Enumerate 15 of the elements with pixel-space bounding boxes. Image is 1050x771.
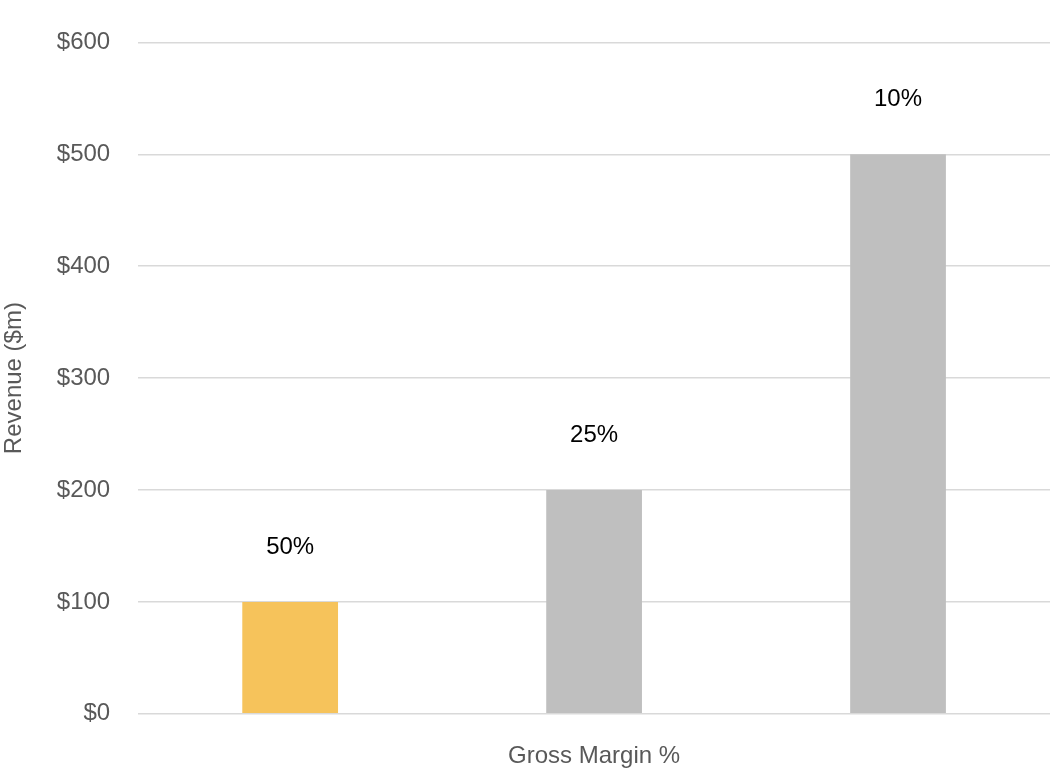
y-tick-label: $300 <box>56 362 111 390</box>
annotation: 25% <box>570 419 619 447</box>
y-tick-label: $600 <box>56 27 111 55</box>
bar <box>546 490 642 714</box>
y-tick-label: $400 <box>56 250 111 278</box>
y-tick-label: $200 <box>56 474 111 502</box>
x-axis-title: Gross Margin % <box>508 741 681 769</box>
bar <box>850 154 946 714</box>
y-tick-label: $0 <box>83 698 111 726</box>
y-tick-label: $500 <box>56 138 111 166</box>
y-tick-label: $100 <box>56 586 111 614</box>
annotation: 50% <box>266 531 315 559</box>
bar <box>242 601 339 714</box>
annotation: 10% <box>874 83 923 111</box>
y-axis-title: Revenue ($m) <box>0 302 27 455</box>
